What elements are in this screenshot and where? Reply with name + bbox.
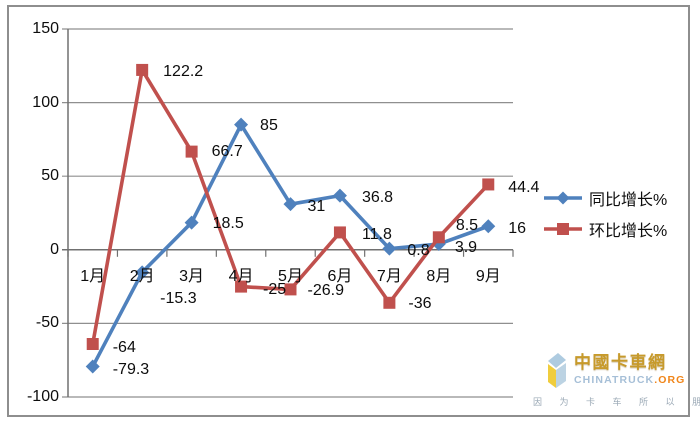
x-axis-label: 2月 — [129, 268, 155, 285]
legend-line-square-icon — [544, 223, 582, 235]
data-point-diamond[interactable] — [332, 188, 347, 203]
data-point-diamond[interactable] — [382, 241, 397, 256]
legend-label-mom: 环比增长% — [589, 223, 668, 240]
legend-line-diamond-icon — [544, 191, 582, 205]
data-point-diamond[interactable] — [85, 359, 100, 374]
logo-en-name: CHINATRUCK — [574, 374, 655, 386]
y-axis-label: 0 — [50, 240, 59, 258]
logo-slogan: 因 为 卡 车 所 以 朋 友 — [533, 397, 700, 407]
data-point-square[interactable] — [333, 226, 346, 239]
data-label: -26.9 — [307, 282, 344, 300]
data-label: 66.7 — [211, 142, 243, 160]
chinatruck-watermark: 中國卡車網 CHINATRUCK.ORG 因 为 卡 车 所 以 朋 友 — [533, 352, 700, 408]
x-axis-label: 4月 — [228, 268, 254, 285]
y-axis-label: 150 — [32, 20, 59, 37]
logo-text: 中國卡車網 CHINATRUCK.ORG — [574, 352, 685, 386]
logo-row: 中國卡車網 CHINATRUCK.ORG — [533, 352, 700, 390]
data-point-square[interactable] — [284, 283, 297, 296]
x-axis-label: 9月 — [475, 268, 501, 285]
chart-border — [7, 5, 690, 417]
y-axis-label: -100 — [26, 388, 59, 405]
x-axis-label: 6月 — [327, 268, 353, 285]
x-axis-label: 5月 — [278, 268, 303, 285]
data-point-diamond[interactable] — [184, 215, 199, 230]
data-point-diamond[interactable] — [283, 197, 298, 212]
data-point-diamond[interactable] — [135, 265, 150, 280]
data-point-diamond[interactable] — [234, 117, 249, 132]
data-label: 36.8 — [361, 188, 394, 206]
data-label: 3.9 — [454, 239, 478, 257]
data-label: -64 — [112, 339, 136, 356]
data-point-diamond[interactable] — [481, 219, 496, 234]
data-point-square[interactable] — [136, 63, 149, 76]
data-label: -15.3 — [160, 290, 197, 308]
data-label: 0.8 — [407, 241, 430, 259]
legend-item-mom[interactable]: 环比增长% — [543, 218, 667, 240]
data-label: 31 — [307, 198, 326, 216]
data-label: 11.8 — [361, 226, 392, 244]
logo-cn-text: 中國卡車網 — [574, 353, 667, 372]
legend-item-yoy[interactable]: 同比增长% — [543, 187, 667, 209]
x-axis-label: 7月 — [376, 268, 402, 285]
data-label: 16 — [508, 220, 527, 238]
x-axis-label: 8月 — [426, 268, 452, 285]
legend: 同比增长% 环比增长% — [543, 187, 667, 249]
data-point-square[interactable] — [482, 178, 495, 191]
x-axis-label: 1月 — [80, 268, 106, 285]
data-label: 8.5 — [455, 217, 479, 235]
legend-label-yoy: 同比增长% — [589, 192, 668, 209]
data-point-square[interactable] — [185, 145, 198, 158]
data-point-square[interactable] — [235, 280, 248, 293]
data-point-square[interactable] — [432, 231, 445, 244]
data-point-square[interactable] — [86, 338, 99, 351]
y-axis-label: 50 — [41, 167, 59, 185]
data-label: 85 — [260, 116, 278, 134]
data-label: -79.3 — [112, 360, 150, 378]
data-label: -36 — [408, 294, 432, 312]
data-label: 44.4 — [508, 179, 540, 197]
data-label: 122.2 — [163, 62, 204, 80]
y-axis-label: 100 — [32, 93, 59, 111]
logo-en-text: CHINATRUCK.ORG — [574, 374, 685, 386]
logo-en-tld: .ORG — [654, 374, 686, 386]
data-label: -25 — [263, 280, 287, 298]
data-point-square[interactable] — [383, 296, 396, 309]
y-axis-label: -50 — [35, 314, 59, 332]
data-label: 18.5 — [212, 214, 244, 232]
cube-icon — [548, 353, 566, 388]
x-axis-label: 3月 — [179, 268, 205, 285]
